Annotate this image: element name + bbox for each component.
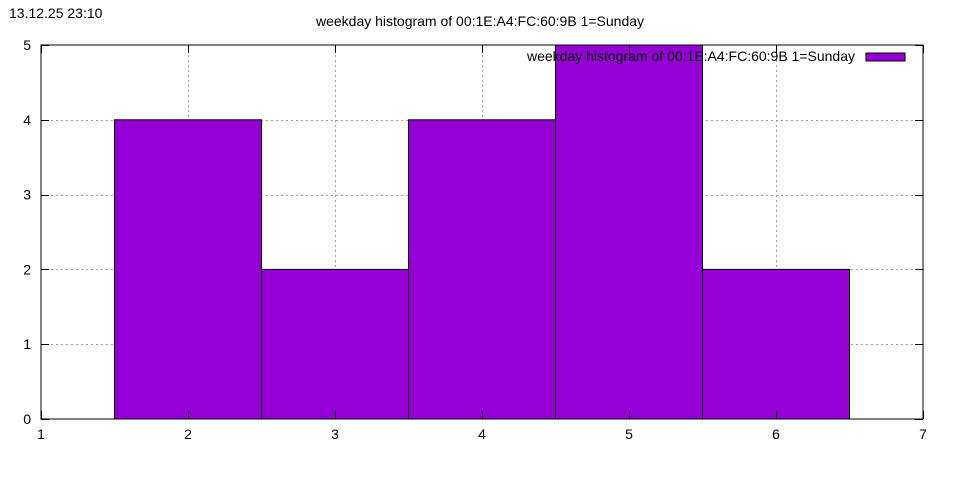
bars-layer xyxy=(114,44,850,420)
y-tick-label: 1 xyxy=(23,336,31,352)
legend: weekday histogram of 00:1E:A4:FC:60:9B 1… xyxy=(526,48,906,64)
chart-title: weekday histogram of 00:1E:A4:FC:60:9B 1… xyxy=(315,13,644,29)
x-tick-label: 7 xyxy=(919,426,927,442)
x-tick-label: 4 xyxy=(478,426,486,442)
histogram-bar xyxy=(702,268,850,420)
y-tick-label: 4 xyxy=(23,112,31,128)
x-tick-label: 2 xyxy=(184,426,192,442)
timestamp-label: 13.12.25 23:10 xyxy=(9,5,103,21)
x-tick-label: 5 xyxy=(625,426,633,442)
histogram-bar xyxy=(408,119,556,420)
x-tick-label: 3 xyxy=(331,426,339,442)
histogram-bar xyxy=(261,268,409,420)
y-tick-label: 2 xyxy=(23,261,31,277)
y-tick-label: 5 xyxy=(23,37,31,53)
histogram-bar xyxy=(114,119,262,420)
histogram-bar xyxy=(555,44,703,420)
x-tick-label: 1 xyxy=(37,426,45,442)
y-tick-label: 3 xyxy=(23,187,31,203)
legend-swatch xyxy=(865,52,906,62)
legend-label: weekday histogram of 00:1E:A4:FC:60:9B 1… xyxy=(526,48,855,64)
y-tick-label: 0 xyxy=(23,411,31,427)
x-tick-label: 6 xyxy=(772,426,780,442)
